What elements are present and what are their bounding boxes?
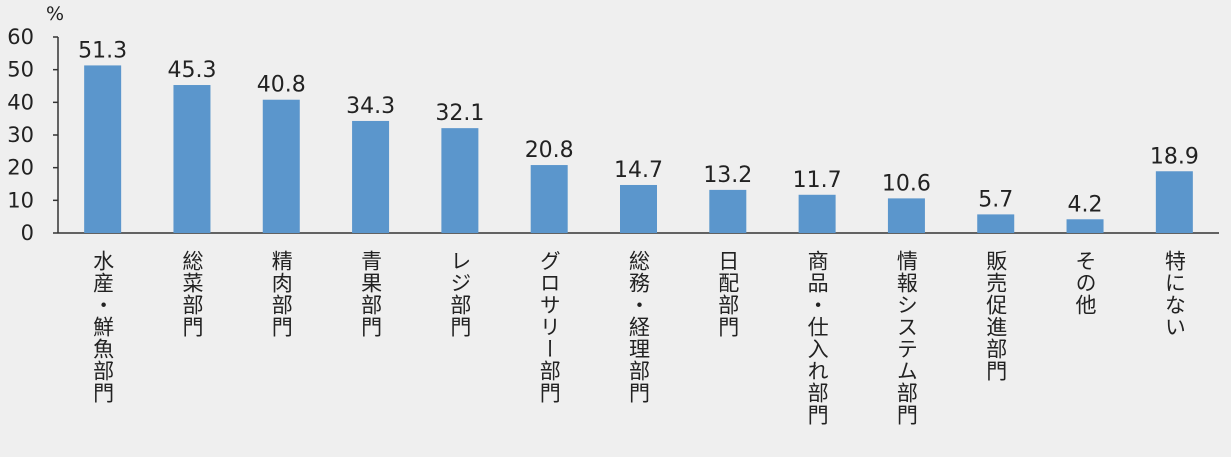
category-label: 情報システム部門 (894, 250, 918, 426)
bar (798, 194, 836, 233)
bar (84, 65, 122, 233)
y-tick-label: 50 (7, 58, 34, 82)
y-tick-label: 30 (7, 123, 34, 147)
bar (530, 165, 568, 233)
data-label: 18.9 (1150, 144, 1199, 169)
bar (173, 85, 211, 234)
y-tick-labels: 0 10 20 30 40 50 60 (7, 25, 58, 245)
bar (977, 214, 1015, 233)
y-tick-label: 60 (7, 25, 34, 49)
category-label: レジ部門 (448, 250, 472, 338)
category-label: 商品・仕入れ部門 (805, 250, 829, 426)
category-label: 日配部門 (716, 250, 740, 338)
bar (709, 189, 747, 233)
category-label: 精肉部門 (269, 250, 293, 338)
bar (441, 128, 479, 233)
bar (887, 198, 925, 233)
y-axis-unit-label: % (46, 3, 64, 25)
y-tick-label: 40 (7, 90, 34, 114)
y-tick-label: 0 (21, 221, 34, 245)
category-label: 特にない (1162, 250, 1186, 338)
data-label: 14.7 (614, 158, 663, 183)
data-label: 10.6 (882, 171, 931, 196)
data-label: 40.8 (257, 73, 306, 98)
category-label: 青果部門 (359, 250, 383, 338)
data-labels: 51.3 45.3 40.8 34.3 32.1 20.8 14.7 13.2 11.7 10.6… (78, 38, 1199, 217)
category-label: 総菜部門 (180, 250, 204, 338)
y-tick-label: 10 (7, 188, 34, 212)
category-label: グロサリー部門 (537, 250, 561, 404)
data-label: 32.1 (435, 101, 484, 126)
category-label: 総務・経理部門 (627, 250, 651, 404)
bar (1155, 171, 1193, 233)
bar (352, 120, 390, 233)
data-label: 11.7 (793, 168, 842, 193)
y-tick-label: 20 (7, 156, 34, 180)
category-label: その他 (1073, 250, 1097, 316)
data-label: 20.8 (525, 138, 574, 163)
bar (262, 99, 300, 233)
bar (1066, 219, 1104, 233)
bar (620, 184, 657, 233)
data-label: 34.3 (346, 94, 395, 119)
data-label: 13.2 (703, 163, 752, 188)
data-label: 5.7 (978, 187, 1013, 212)
data-label: 51.3 (78, 38, 127, 63)
data-label: 45.3 (167, 58, 216, 83)
category-labels: 水産・鮮魚部門 総菜部門 精肉部門 青果部門 レジ部門 グロサリー部門 総務・経理部門 日配部… (91, 250, 1187, 426)
bars (84, 65, 1193, 234)
category-label: 販売促進部門 (984, 250, 1008, 382)
category-label: 水産・鮮魚部門 (91, 250, 115, 404)
data-label: 4.2 (1068, 192, 1103, 217)
